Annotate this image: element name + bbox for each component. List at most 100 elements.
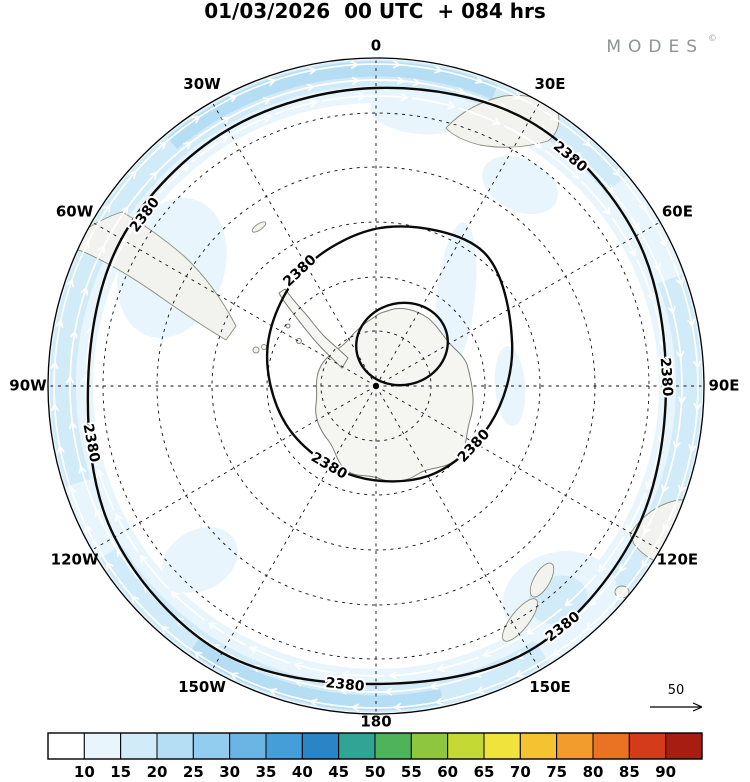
colorbar-cell [519,732,558,760]
southern-africa [445,94,560,148]
colorbar-tick-label: 75 [546,763,567,781]
latitude-circle [211,221,541,551]
longitude-label-90W: 90W [9,377,47,395]
peninsula-island [285,323,291,329]
colorbar-tick-label: 50 [365,763,386,781]
longitude-label-90E: 90E [708,377,739,395]
colorbar-cell [665,732,703,760]
colorbar-cell [83,732,122,760]
contour-outer [86,86,668,686]
longitude-label-30E: 30E [534,75,565,93]
wind-arrow [564,574,597,607]
contour-polar-oval [355,301,449,387]
longitude-label-150W: 150W [178,678,226,696]
antarctic-peninsula [278,288,349,369]
wind-arrow [207,622,247,646]
colorbar-tick-label: 90 [655,763,676,781]
colorbar-cell [301,732,340,760]
colorbar-cell [592,732,630,760]
wind-arrow [171,591,206,621]
falkland-island [261,344,267,350]
new-zealand-north-island [529,562,555,598]
shading-blob [494,346,526,426]
colorbar-tick-label: 15 [110,763,131,781]
wind-reference-arrow-icon [650,702,703,712]
colorbar-cell [628,732,667,760]
wind-arrow [598,535,625,573]
colorbar-tick-label: 35 [256,763,277,781]
wind-arrow [458,107,501,125]
wind-reference: 50 [650,683,703,712]
modes-logo: MODES [606,37,704,57]
wind-arrow [612,217,636,257]
longitude-label-150E: 150E [529,678,571,696]
wind-arrow [436,656,480,673]
wind-arrow [249,646,291,664]
antarctica [315,307,474,482]
wind-arrow [96,468,115,511]
south-pole-marker [372,382,380,390]
shading-blob [162,527,238,593]
colorbar-tick-label: 40 [292,763,313,781]
wind-arrow [128,197,156,235]
colorbar-tick-label: 60 [437,763,458,781]
meridian-line [375,385,661,551]
wind-arrow [636,259,656,301]
colorbar-cell [265,732,303,760]
wind-reference-value: 50 [668,683,685,698]
meridian-line [211,385,377,671]
meridian-line [375,385,541,671]
latlon-grid [48,58,704,714]
wind-arrow [625,492,647,533]
shading-blob [482,155,558,215]
colorbar-frame [47,732,703,760]
colorbar-tick-label: 45 [328,763,349,781]
colorbar-tick-label: 55 [401,763,422,781]
wind-arrow [106,237,128,277]
wind-arrow [321,92,366,102]
wind-arrow [139,554,169,590]
colorbar-cell [410,732,449,760]
colorbar-cell [556,732,594,760]
wind-arrow [114,513,139,552]
longitude-label-30W: 30W [183,75,221,93]
chart-title: 01/03/2026 00 UTC + 084 hrs [204,0,546,23]
wind-arrow [341,670,386,679]
colorbar-tick-label: 70 [510,763,531,781]
contour-label: 2380 [657,357,676,397]
falkland-island [252,346,260,354]
wind-arrow [482,635,523,657]
colorbar-tick-label: 20 [147,763,168,781]
colorbar-cell [192,732,231,760]
wind-arrow [544,149,580,179]
wind-arrow [294,662,338,675]
meridian-line [91,221,377,387]
shading-band [167,61,498,149]
meridian-line [375,101,541,387]
wind-arrow [581,181,611,216]
wind-arrow [525,608,563,635]
colorbar-tick-label: 25 [183,763,204,781]
longitude-label-120W: 120W [51,551,99,569]
shading-blob [370,89,470,135]
peninsula-island [296,338,302,344]
wind-arrows [50,60,702,712]
colorbar-cell [483,732,521,760]
height-contours [86,86,668,686]
colorbar-tick-label: 10 [74,763,95,781]
colorbar-cell [120,732,158,760]
wind-arrow [231,114,272,135]
wind-arrow [389,669,434,680]
colorbar-tick-label: 65 [474,763,495,781]
modes-logo-copyright-icon: © [708,34,717,44]
south-georgia-island [251,221,267,233]
meridian-line [211,101,377,387]
colorbar-tick-label: 30 [219,763,240,781]
colorbar-tick-label: 85 [619,763,640,781]
wind-arrow [358,76,405,85]
colorbar-cell [447,732,485,760]
colorbar-cell [47,732,85,760]
longitude-labels: 0 30E 60E 90E 120E 150E 180 150W 120W 90W 60W 30W [9,37,739,731]
shading-band [189,639,444,711]
